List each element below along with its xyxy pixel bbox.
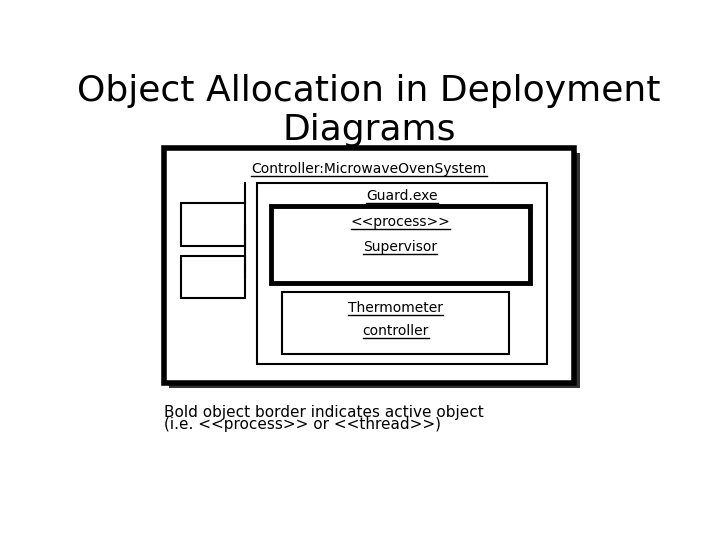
Bar bbox=[169, 153, 580, 388]
Text: Object Allocation in Deployment
Diagrams: Object Allocation in Deployment Diagrams bbox=[77, 74, 661, 147]
Text: Guard.exe: Guard.exe bbox=[366, 189, 438, 202]
Bar bbox=[181, 204, 245, 246]
Bar bbox=[256, 183, 547, 363]
Bar bbox=[181, 256, 245, 298]
Text: Bold object border indicates active object: Bold object border indicates active obje… bbox=[163, 405, 483, 420]
Text: Thermometer: Thermometer bbox=[348, 301, 444, 315]
Text: controller: controller bbox=[363, 325, 429, 338]
Text: <<process>>: <<process>> bbox=[351, 215, 450, 229]
Text: Supervisor: Supervisor bbox=[364, 240, 438, 254]
Text: (i.e. <<process>> or <<thread>>): (i.e. <<process>> or <<thread>>) bbox=[163, 417, 441, 433]
Bar bbox=[282, 292, 509, 354]
Text: Controller:MicrowaveOvenSystem: Controller:MicrowaveOvenSystem bbox=[251, 162, 487, 176]
Bar bbox=[271, 206, 530, 283]
Bar bbox=[163, 148, 575, 383]
